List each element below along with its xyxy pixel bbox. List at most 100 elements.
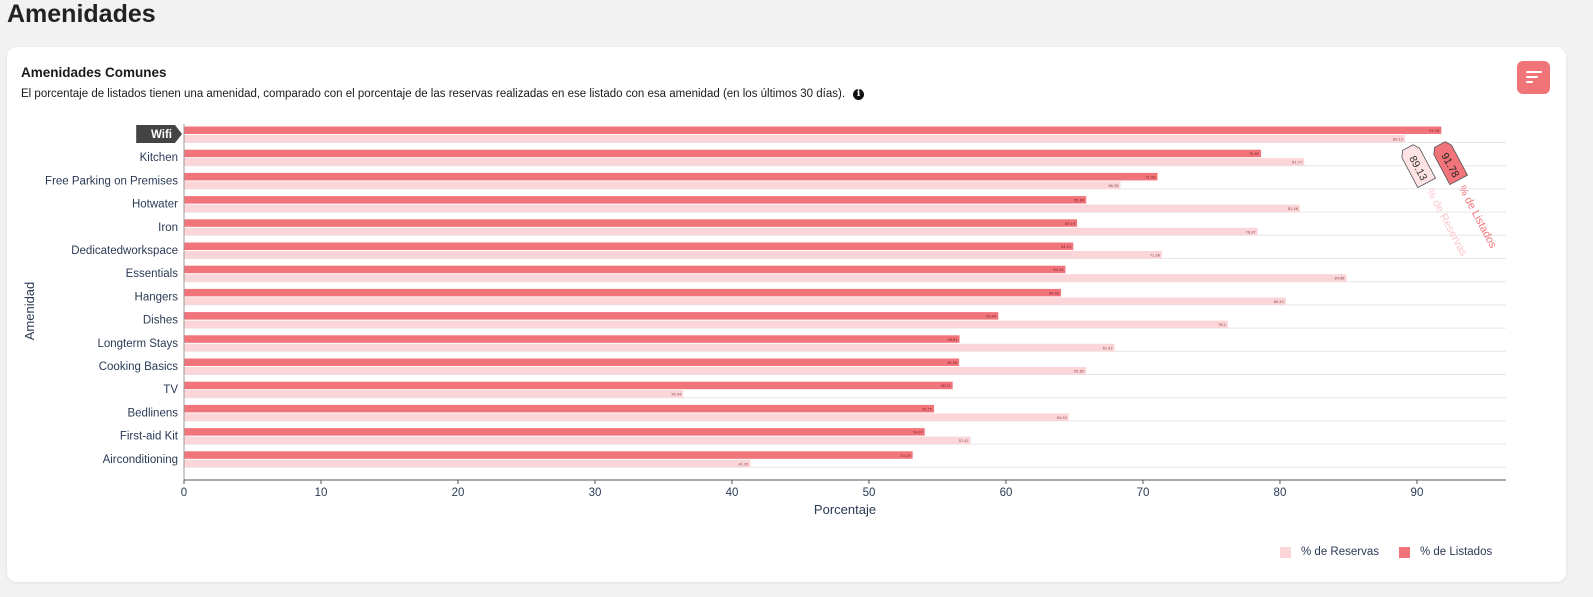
amenities-bar-chart: Wifi 91.78 89.13 Kitchen 78.62 81.77 Free Park… — [22, 124, 1506, 517]
bar-listados-dedicatedworkspace[interactable] — [184, 242, 1074, 251]
bar-reservas-tv[interactable] — [184, 390, 684, 398]
card-description-row: El porcentaje de listados tienen una ame… — [21, 88, 865, 100]
data-label-reservas: 36.44 — [671, 393, 682, 397]
card-description: El porcentaje de listados tienen una ame… — [21, 88, 846, 100]
x-tick-label: 60 — [1000, 487, 1013, 499]
bar-reservas-dedicatedworkspace[interactable] — [184, 251, 1162, 259]
category-label-airconditioning: Airconditioning — [103, 454, 178, 466]
x-tick-label: 0 — [181, 487, 187, 499]
data-label-listados: 64.34 — [1053, 268, 1064, 272]
category-label-dedicatedworkspace: Dedicatedworkspace — [71, 245, 178, 257]
bar-listados-hangers[interactable] — [184, 288, 1062, 297]
x-tick-label: 90 — [1411, 487, 1424, 499]
x-tick-label: 30 — [589, 487, 602, 499]
category-label-cooking-basics: Cooking Basics — [99, 361, 179, 373]
data-label-reservas: 41.35 — [738, 462, 748, 466]
sort-button[interactable] — [1517, 61, 1550, 94]
bar-reservas-first-aid-kit[interactable] — [184, 436, 971, 445]
bar-reservas-cooking-basics[interactable] — [184, 367, 1087, 375]
data-label-listados: 59.44 — [986, 315, 997, 319]
category-label-hangers: Hangers — [135, 291, 179, 303]
legend-label-listados: % de Listados — [1419, 546, 1493, 558]
category-label-essentials: Essentials — [126, 268, 179, 280]
data-label-reservas: 71.38 — [1150, 254, 1160, 258]
category-label-iron: Iron — [158, 222, 178, 234]
bar-listados-free-parking-on-premises[interactable] — [184, 172, 1158, 181]
category-label-tv: TV — [163, 384, 178, 396]
legend-swatch-listados — [1398, 546, 1410, 558]
bar-listados-cooking-basics[interactable] — [184, 358, 960, 367]
data-label-listados: 53.19 — [901, 454, 911, 458]
sort-icon-line-2 — [1526, 76, 1538, 78]
data-label-listados: 56.61 — [947, 338, 957, 342]
category-label-wifi: Wifi — [151, 129, 172, 141]
legend-swatch-reservas — [1280, 546, 1291, 558]
category-label-longterm-stays: Longterm Stays — [97, 338, 178, 350]
bar-reservas-dishes[interactable] — [184, 320, 1228, 329]
bar-listados-bedlinens[interactable] — [184, 404, 935, 413]
chart-legend: % de Reservas % de Listados — [1280, 546, 1492, 558]
bar-listados-iron[interactable] — [184, 219, 1078, 227]
data-label-listados: 78.62 — [1249, 152, 1259, 156]
annotation-box — [1433, 141, 1469, 186]
page-title: Amenidades — [7, 0, 156, 28]
data-label-reservas: 64.59 — [1057, 416, 1067, 420]
data-label-listados: 71.06 — [1145, 175, 1155, 179]
bar-reservas-hotwater[interactable] — [184, 204, 1300, 213]
bar-reservas-wifi[interactable] — [184, 135, 1406, 143]
bar-listados-first-aid-kit[interactable] — [184, 428, 925, 436]
bar-listados-tv[interactable] — [184, 381, 953, 390]
bar-listados-longterm-stays[interactable] — [184, 335, 960, 343]
x-tick-label: 10 — [315, 487, 328, 499]
data-label-listados: 64.02 — [1049, 291, 1059, 295]
category-label-bedlinens: Bedlinens — [127, 407, 178, 419]
data-label-listados: 56.58 — [947, 361, 957, 365]
category-label-kitchen: Kitchen — [140, 152, 178, 164]
bar-reservas-essentials[interactable] — [184, 274, 1347, 282]
bar-reservas-iron[interactable] — [184, 227, 1258, 236]
bar-reservas-kitchen[interactable] — [184, 158, 1305, 166]
bar-reservas-bedlinens[interactable] — [184, 413, 1069, 421]
x-tick-label: 70 — [1137, 487, 1150, 499]
bar-listados-hotwater[interactable] — [184, 196, 1087, 204]
data-label-reservas: 81.46 — [1288, 207, 1298, 211]
data-label-listados: 56.11 — [941, 384, 951, 388]
data-label-listados: 54.07 — [913, 431, 923, 435]
data-label-reservas: 67.93 — [1103, 346, 1113, 350]
bar-reservas-airconditioning[interactable] — [184, 459, 751, 468]
data-label-listados: 91.78 — [1429, 129, 1439, 133]
bar-reservas-free-parking-on-premises[interactable] — [184, 181, 1121, 189]
data-label-reservas: 65.85 — [1074, 370, 1084, 374]
category-label-free-parking-on-premises: Free Parking on Premises — [45, 175, 178, 187]
card-title: Amenidades Comunes — [21, 65, 167, 80]
data-label-listados: 64.91 — [1061, 245, 1071, 249]
data-label-reservas: 76.2 — [1218, 323, 1226, 327]
bar-listados-kitchen[interactable] — [184, 149, 1262, 158]
x-tick-label: 50 — [863, 487, 876, 499]
category-highlight — [136, 125, 182, 143]
info-icon[interactable]: i — [853, 88, 865, 100]
data-label-reservas: 80.43 — [1274, 300, 1284, 304]
sort-icon — [1526, 71, 1542, 73]
bar-listados-wifi[interactable] — [184, 126, 1442, 135]
category-label-dishes: Dishes — [143, 315, 178, 327]
bar-reservas-longterm-stays[interactable] — [184, 343, 1115, 352]
legend-item-reservas[interactable]: % de Reservas — [1280, 546, 1379, 558]
common-amenities-card: Amenidades Comunes El porcentaje de list… — [7, 47, 1566, 582]
bar-reservas-hangers[interactable] — [184, 297, 1286, 305]
bar-listados-dishes[interactable] — [184, 312, 999, 320]
data-label-reservas: 57.42 — [959, 439, 969, 443]
legend-item-listados[interactable]: % de Listados — [1398, 546, 1493, 558]
data-label-reservas: 89.13 — [1393, 138, 1403, 142]
bar-listados-airconditioning[interactable] — [184, 451, 913, 459]
data-label-reservas: 84.86 — [1335, 277, 1345, 281]
annotation-box — [1401, 144, 1437, 189]
sort-icon-line-3 — [1526, 81, 1533, 83]
x-tick-label: 80 — [1274, 487, 1287, 499]
data-label-reservas: 81.77 — [1292, 161, 1302, 165]
x-tick-label: 40 — [726, 487, 739, 499]
bar-listados-essentials[interactable] — [184, 265, 1066, 274]
x-tick-label: 20 — [452, 487, 465, 499]
x-axis-title: Porcentaje — [814, 502, 876, 517]
data-label-listados: 65.86 — [1074, 199, 1084, 203]
